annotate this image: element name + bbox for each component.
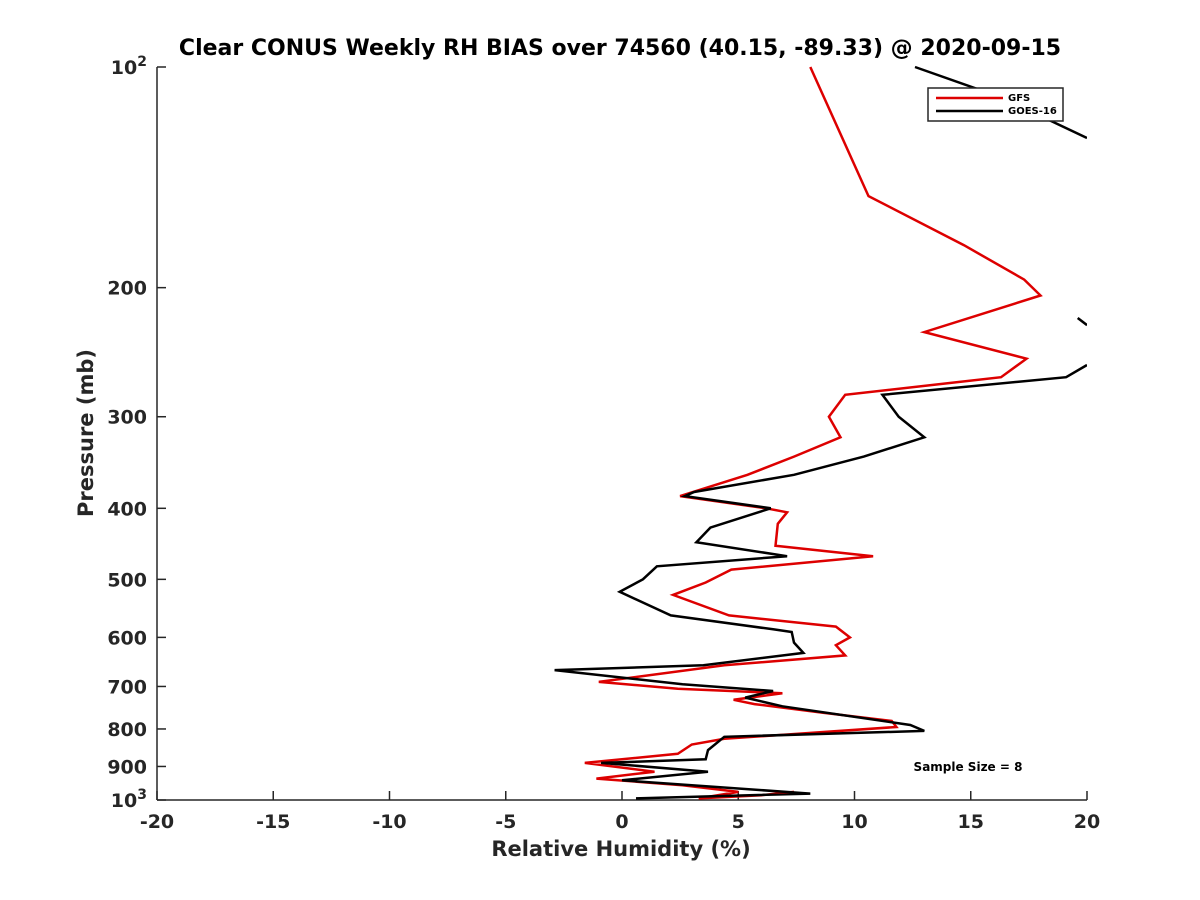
y-ticks: 102 200 300 400 500 600 700 800 900 103 <box>107 54 166 812</box>
y-tick-label: 300 <box>107 407 147 429</box>
x-tick-label: 20 <box>1074 811 1100 833</box>
x-tick-label: 0 <box>615 811 628 833</box>
legend-box <box>927 87 1064 122</box>
x-tick-label: -5 <box>495 811 516 833</box>
series-line-gfs <box>584 66 1043 800</box>
y-tick-label: 600 <box>107 627 147 649</box>
y-tick-label: 200 <box>107 278 147 300</box>
x-tick-label: 15 <box>958 811 984 833</box>
y-tick-label: 400 <box>107 498 147 520</box>
chart-title: Clear CONUS Weekly RH BIAS over 74560 (4… <box>179 36 1061 61</box>
x-tick-label: -10 <box>372 811 406 833</box>
y-tick-label: 102 <box>111 54 147 79</box>
y-axis-label: Pressure (mb) <box>74 349 98 517</box>
y-tick-label: 500 <box>107 569 147 591</box>
sample-size-annotation: Sample Size = 8 <box>914 760 1023 774</box>
y-tick-label: 700 <box>107 676 147 698</box>
y-tick-label: 800 <box>107 719 147 741</box>
y-tick-label: 900 <box>107 756 147 778</box>
legend-label-goes16: GOES-16 <box>1008 106 1057 117</box>
plot-area: -20 -15 -10 -5 0 5 10 15 20 102 200 300 400 500 600 70… <box>107 54 1100 833</box>
legend-label-gfs: GFS <box>1008 93 1030 104</box>
x-axis-label: Relative Humidity (%) <box>491 837 750 861</box>
legend: GFS GOES-16 <box>927 87 1064 122</box>
y-tick-label: 103 <box>111 787 147 812</box>
x-tick-label: -20 <box>140 811 174 833</box>
x-tick-label: -15 <box>256 811 290 833</box>
series-line-goes-16 <box>1076 317 1087 327</box>
x-tick-label: 10 <box>841 811 867 833</box>
series-line-goes-16 <box>554 363 1087 800</box>
x-tick-label: 5 <box>732 811 745 833</box>
x-ticks: -20 -15 -10 -5 0 5 10 15 20 <box>140 791 1100 833</box>
